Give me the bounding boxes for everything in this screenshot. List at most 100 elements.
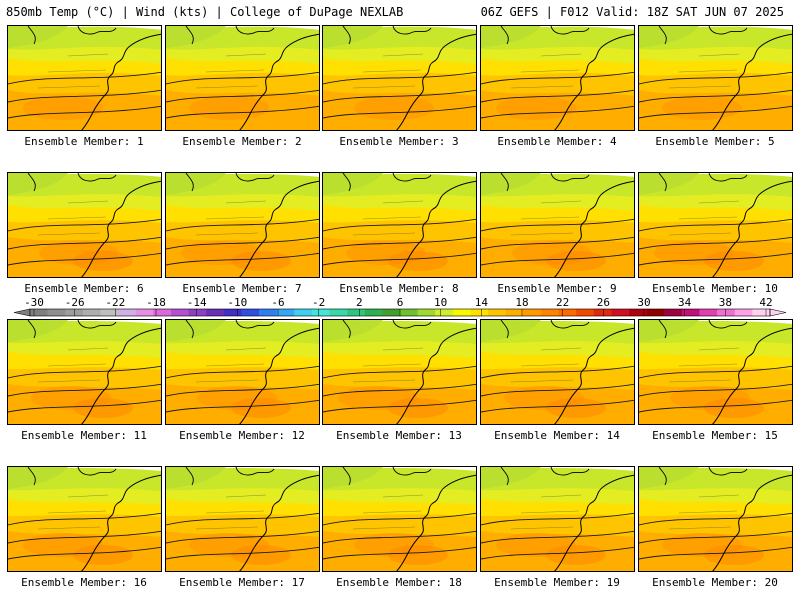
ensemble-member-label: Ensemble Member: 1 <box>24 135 144 148</box>
lake-outline <box>658 173 748 192</box>
ensemble-map-panel <box>165 172 320 278</box>
height-contour-line <box>323 71 476 85</box>
colorbar-swatch <box>681 309 700 316</box>
warm-core <box>704 251 764 271</box>
temperature-map <box>481 467 634 571</box>
warm-core <box>704 398 764 418</box>
cool-patch <box>323 26 383 48</box>
height-contour-line <box>323 399 476 413</box>
ensemble-member-label: Ensemble Member: 8 <box>339 282 459 295</box>
lake-outline <box>500 173 590 192</box>
warm-core <box>73 251 133 271</box>
cool-patch <box>481 173 541 195</box>
ensemble-map-panel <box>480 466 635 572</box>
height-contour-line <box>166 383 319 397</box>
ensemble-map-panel <box>165 466 320 572</box>
state-border <box>352 53 424 89</box>
cool-patch <box>166 26 226 48</box>
colorbar-tick-label: 22 <box>556 296 569 309</box>
state-border <box>668 53 740 89</box>
colorbar-right-arrow <box>769 308 787 317</box>
colorbar-tick-label: 14 <box>475 296 489 309</box>
colorbar-swatch <box>100 309 119 316</box>
cool-patch <box>639 173 699 195</box>
cool-patch <box>323 173 383 195</box>
ensemble-member-label: Ensemble Member: 9 <box>497 282 617 295</box>
colorbar-swatch <box>505 309 524 316</box>
lake-outline <box>342 467 432 486</box>
warm-core <box>354 96 434 120</box>
temperature-map <box>8 467 161 571</box>
lake-outline <box>342 320 432 339</box>
colorbar-swatch <box>241 309 260 316</box>
height-contour-line <box>639 512 792 526</box>
height-contour-line <box>8 546 161 560</box>
temperature-colorbar: -30 -26 -22 -18 -14 -10 -6 -2 2 6 10 14 18 22 26 30 34 38… <box>0 296 800 324</box>
colorbar-swatch <box>30 309 48 316</box>
cool-patch <box>323 467 383 489</box>
colorbar-swatch <box>259 309 277 316</box>
temperature-map <box>323 26 476 130</box>
coastline <box>81 327 161 424</box>
ensemble-map-panel <box>322 466 477 572</box>
height-contour-line <box>166 365 319 379</box>
ensemble-map-panel <box>322 319 477 425</box>
cool-patch <box>639 320 699 342</box>
coastline <box>396 327 476 424</box>
ensemble-member-label: Ensemble Member: 6 <box>24 282 144 295</box>
warm-core <box>73 398 133 418</box>
coastline <box>239 33 319 130</box>
ensemble-map-panel <box>638 319 793 425</box>
coastline <box>554 180 634 277</box>
ensemble-map-panel <box>322 25 477 131</box>
temperature-map <box>481 320 634 424</box>
warm-core <box>546 545 606 565</box>
height-contour-line <box>639 218 792 232</box>
height-contour-line <box>481 546 634 560</box>
cool-patch <box>166 320 226 342</box>
height-contour-line <box>8 512 161 526</box>
height-contour-line <box>481 236 634 250</box>
ensemble-map-panel <box>638 466 793 572</box>
cool-patch <box>8 320 68 342</box>
colorbar-tick-label: 10 <box>434 296 447 309</box>
ensemble-member-label: Ensemble Member: 17 <box>179 576 305 589</box>
height-contour-line <box>639 105 792 119</box>
height-contour-line <box>323 383 476 397</box>
height-contour-line <box>8 236 161 250</box>
colorbar-left-arrow <box>13 308 31 317</box>
colorbar-tick-label: -18 <box>146 296 166 309</box>
height-contour-line <box>639 365 792 379</box>
colorbar-tick-label: 2 <box>356 296 363 309</box>
ensemble-member-label: Ensemble Member: 7 <box>182 282 302 295</box>
height-contour-line <box>166 71 319 85</box>
state-border <box>37 347 109 383</box>
height-contour-line <box>481 383 634 397</box>
colorbar-swatch <box>717 309 736 316</box>
height-contour-line <box>639 383 792 397</box>
colorbar-swatch <box>135 309 154 316</box>
height-contour-line <box>8 89 161 103</box>
state-border <box>668 200 740 236</box>
cool-patch <box>323 320 383 342</box>
temperature-map <box>639 467 792 571</box>
colorbar-swatch <box>118 309 137 316</box>
height-contour-line <box>323 105 476 119</box>
ensemble-member-label: Ensemble Member: 10 <box>652 282 778 295</box>
colorbar-swatch <box>523 309 542 316</box>
height-contour-line <box>166 89 319 103</box>
state-border <box>37 53 109 89</box>
lake-outline <box>185 173 275 192</box>
colorbar-swatch <box>629 309 647 316</box>
warm-core <box>231 545 291 565</box>
colorbar-swatch <box>82 309 101 316</box>
cool-patch <box>8 26 68 48</box>
state-border <box>195 200 267 236</box>
coastline <box>81 474 161 571</box>
lake-outline <box>185 26 275 45</box>
warm-core <box>546 251 606 271</box>
coastline <box>239 327 319 424</box>
height-contour-line <box>481 71 634 85</box>
state-border <box>510 347 582 383</box>
colorbar-swatch <box>611 309 630 316</box>
